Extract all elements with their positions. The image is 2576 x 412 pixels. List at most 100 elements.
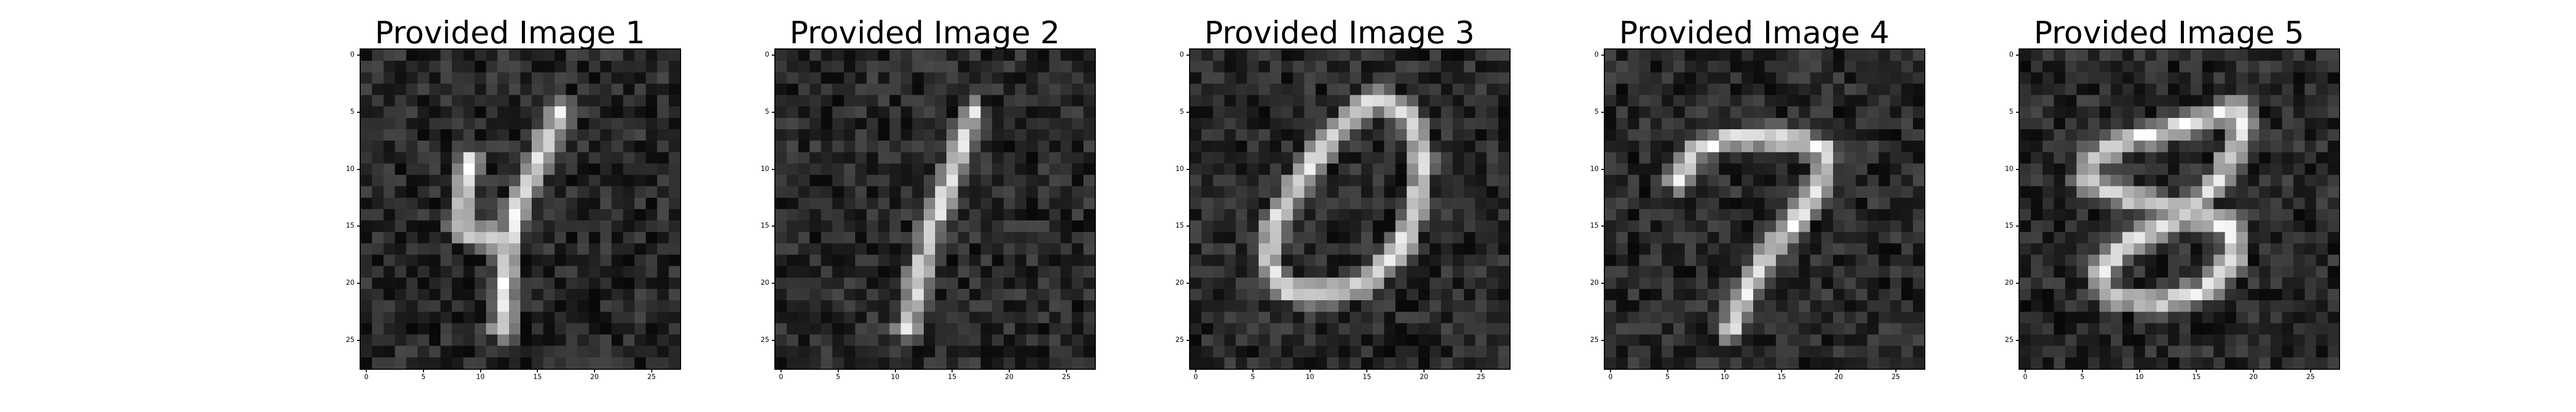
- y-tick-mark: [772, 282, 775, 284]
- x-tick-label: 0: [2023, 373, 2028, 381]
- y-tick-label: 5: [765, 108, 769, 116]
- x-tick-label: 10: [1720, 373, 1729, 381]
- y-tick-label: 20: [1175, 279, 1184, 287]
- panel-title: Provided Image 3: [1204, 15, 1475, 51]
- x-tick-label: 15: [1777, 373, 1786, 381]
- y-tick-label: 20: [346, 279, 354, 287]
- y-tick-label: 15: [2005, 222, 2013, 230]
- x-tick-label: 10: [476, 373, 485, 381]
- panel-title: Provided Image 1: [375, 15, 646, 51]
- image-panel-5: Provided Image 5 0 0 5 5 10 10 15 15 20 20 25 25: [1994, 0, 2344, 412]
- x-tick-label: 20: [1419, 373, 1429, 381]
- x-tick-mark: [837, 369, 839, 372]
- pixel-grid: [1190, 49, 1510, 369]
- y-tick-mark: [1601, 55, 1604, 56]
- y-tick-mark: [357, 168, 360, 170]
- x-tick-mark: [1195, 369, 1197, 372]
- x-tick-mark: [1838, 369, 1839, 372]
- y-tick-label: 10: [760, 165, 769, 173]
- x-tick-mark: [2139, 369, 2140, 372]
- panel-title: Provided Image 5: [2033, 15, 2304, 51]
- x-tick-label: 10: [891, 373, 900, 381]
- x-tick-label: 15: [533, 373, 542, 381]
- x-tick-label: 0: [364, 373, 369, 381]
- x-tick-mark: [480, 369, 481, 372]
- x-tick-label: 15: [1362, 373, 1371, 381]
- y-tick-label: 25: [1175, 336, 1184, 344]
- y-tick-label: 10: [2005, 165, 2013, 173]
- y-tick-mark: [357, 226, 360, 227]
- x-tick-label: 10: [2135, 373, 2144, 381]
- y-tick-mark: [1187, 339, 1190, 341]
- y-tick-label: 5: [1594, 108, 1599, 116]
- y-tick-label: 0: [1594, 51, 1599, 59]
- x-tick-mark: [1065, 369, 1067, 372]
- y-tick-label: 15: [1590, 222, 1599, 230]
- y-tick-mark: [772, 226, 775, 227]
- y-tick-mark: [1601, 226, 1604, 227]
- x-tick-mark: [537, 369, 538, 372]
- digit-image: [774, 48, 1096, 370]
- x-tick-mark: [1895, 369, 1896, 372]
- x-tick-mark: [1724, 369, 1725, 372]
- x-tick-label: 5: [1250, 373, 1255, 381]
- x-tick-label: 10: [1306, 373, 1314, 381]
- x-tick-label: 25: [1891, 373, 1900, 381]
- y-tick-mark: [1601, 168, 1604, 170]
- digit-image: [1604, 48, 1925, 370]
- y-tick-label: 15: [1175, 222, 1184, 230]
- y-tick-label: 10: [1590, 165, 1599, 173]
- y-tick-mark: [2016, 55, 2019, 56]
- y-tick-label: 5: [2009, 108, 2013, 116]
- x-tick-label: 25: [1062, 373, 1071, 381]
- x-tick-label: 15: [2192, 373, 2201, 381]
- image-panel-3: Provided Image 3 0 0 5 5 10 10 15 15 20 20 25 25: [1164, 0, 1515, 412]
- x-tick-mark: [952, 369, 953, 372]
- y-tick-mark: [2016, 168, 2019, 170]
- x-tick-mark: [2081, 369, 2083, 372]
- x-tick-label: 25: [647, 373, 656, 381]
- x-tick-label: 5: [836, 373, 840, 381]
- y-tick-mark: [772, 111, 775, 113]
- y-tick-label: 10: [1175, 165, 1184, 173]
- y-tick-mark: [357, 55, 360, 56]
- y-tick-mark: [357, 282, 360, 284]
- y-tick-label: 0: [350, 51, 354, 59]
- y-tick-label: 15: [346, 222, 354, 230]
- y-tick-mark: [2016, 226, 2019, 227]
- x-tick-label: 0: [1193, 373, 1198, 381]
- y-tick-mark: [2016, 339, 2019, 341]
- panel-title: Provided Image 4: [1619, 15, 1890, 51]
- x-tick-label: 15: [947, 373, 957, 381]
- y-tick-label: 25: [1590, 336, 1599, 344]
- y-tick-mark: [2016, 111, 2019, 113]
- image-panel-2: Provided Image 2 0 0 5 5 10 10 15 15 20 20 25 25: [750, 0, 1100, 412]
- y-tick-label: 0: [1179, 51, 1184, 59]
- x-tick-label: 20: [1834, 373, 1843, 381]
- x-tick-mark: [422, 369, 424, 372]
- y-tick-label: 10: [346, 165, 354, 173]
- x-tick-label: 25: [2306, 373, 2315, 381]
- y-tick-label: 5: [1179, 108, 1184, 116]
- pixel-grid: [2020, 49, 2339, 369]
- y-tick-mark: [1187, 111, 1190, 113]
- x-tick-mark: [1008, 369, 1010, 372]
- x-tick-mark: [2025, 369, 2026, 372]
- y-tick-mark: [1187, 168, 1190, 170]
- x-tick-mark: [1610, 369, 1612, 372]
- x-tick-label: 25: [1477, 373, 1485, 381]
- y-tick-mark: [772, 339, 775, 341]
- x-tick-mark: [1480, 369, 1482, 372]
- x-tick-mark: [1781, 369, 1783, 372]
- x-tick-mark: [1667, 369, 1668, 372]
- y-tick-label: 5: [350, 108, 354, 116]
- x-tick-label: 0: [778, 373, 784, 381]
- x-tick-label: 20: [2249, 373, 2258, 381]
- x-tick-mark: [651, 369, 652, 372]
- y-tick-label: 0: [2009, 51, 2013, 59]
- x-tick-mark: [2252, 369, 2254, 372]
- x-tick-mark: [1309, 369, 1311, 372]
- y-tick-label: 20: [760, 279, 769, 287]
- y-tick-label: 20: [1590, 279, 1599, 287]
- x-tick-label: 0: [1608, 373, 1613, 381]
